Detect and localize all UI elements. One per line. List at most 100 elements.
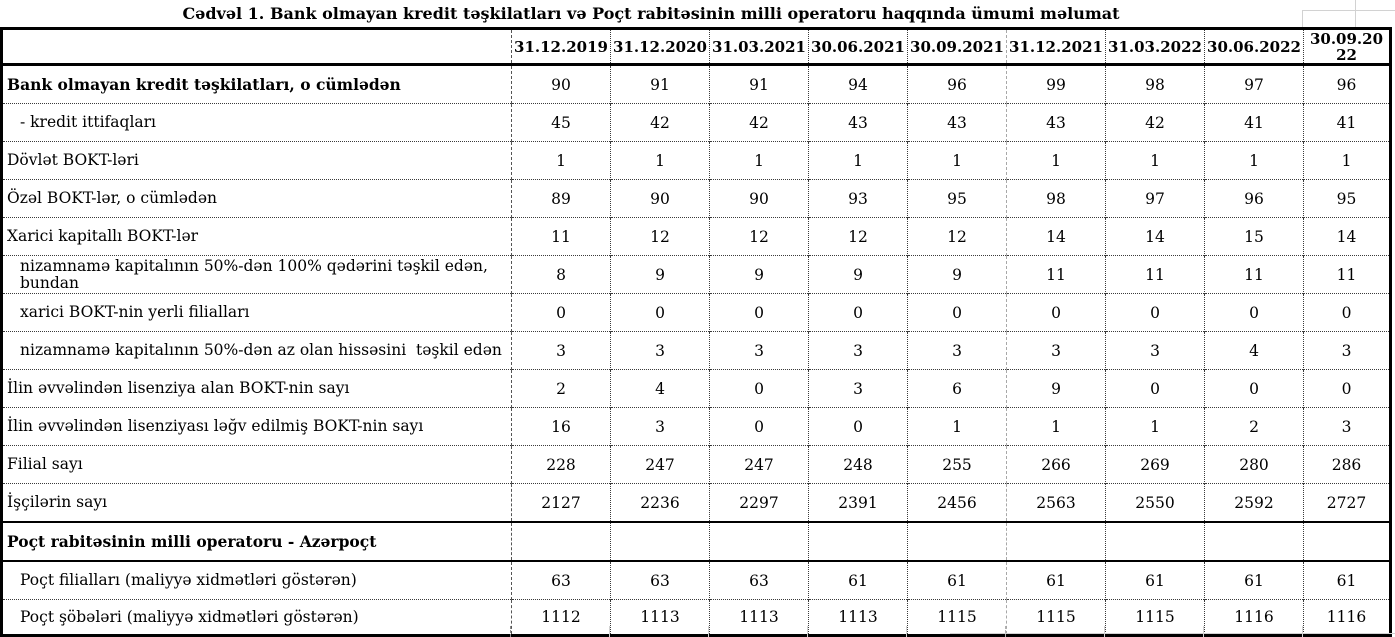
- value-cell: 41: [1303, 103, 1391, 142]
- value-cell: [1204, 521, 1304, 561]
- corner-cell: [1, 28, 512, 66]
- value-cell: 1115: [1105, 599, 1205, 636]
- value-cell: 2: [1204, 407, 1304, 446]
- value-cell: 1113: [610, 599, 710, 636]
- value-cell: 14: [1303, 217, 1391, 256]
- value-cell: 280: [1204, 445, 1304, 484]
- value-cell: 3: [1303, 331, 1391, 370]
- table-row: nizamnamə kapitalının 50%-dən 100% qədər…: [1, 255, 1391, 294]
- value-cell: 93: [808, 179, 908, 218]
- value-cell: 12: [907, 217, 1007, 256]
- row-label: Özəl BOKT-lər, o cümlədən: [1, 179, 512, 218]
- value-cell: 43: [907, 103, 1007, 142]
- column-header-2: 31.03.2021: [709, 28, 809, 66]
- value-cell: 2127: [511, 483, 611, 522]
- value-cell: 0: [1303, 369, 1391, 408]
- row-label: Poçt filialları (maliyyə xidmətləri göst…: [1, 560, 512, 600]
- value-cell: 63: [610, 560, 710, 600]
- value-cell: 1: [1006, 407, 1106, 446]
- table-row: İlin əvvəlindən lisenziya alan BOKT-nin …: [1, 369, 1391, 408]
- value-cell: 98: [1006, 179, 1106, 218]
- value-cell: 12: [808, 217, 908, 256]
- value-cell: 0: [709, 293, 809, 332]
- value-cell: [907, 521, 1007, 561]
- value-cell: 42: [709, 103, 809, 142]
- column-header-0: 31.12.2019: [511, 28, 611, 66]
- value-cell: 2391: [808, 483, 908, 522]
- value-cell: 0: [1204, 369, 1304, 408]
- table-row: Filial sayı 228 247 247 248 255 266 269 280 286: [1, 445, 1391, 484]
- value-cell: 1: [1303, 141, 1391, 180]
- value-cell: 247: [610, 445, 710, 484]
- value-cell: 99: [1006, 64, 1106, 104]
- column-header-7: 30.06.2022: [1204, 28, 1304, 66]
- value-cell: 63: [709, 560, 809, 600]
- value-cell: [1303, 521, 1391, 561]
- value-cell: 61: [1204, 560, 1304, 600]
- value-cell: 4: [610, 369, 710, 408]
- value-cell: 2297: [709, 483, 809, 522]
- value-cell: 269: [1105, 445, 1205, 484]
- gridline-top-vertical: [1355, 0, 1356, 27]
- value-cell: 1113: [808, 599, 908, 636]
- value-cell: 1115: [1006, 599, 1106, 636]
- value-cell: 2563: [1006, 483, 1106, 522]
- value-cell: 63: [511, 560, 611, 600]
- value-cell: 0: [1105, 293, 1205, 332]
- table-row: Poçt filialları (maliyyə xidmətləri göst…: [1, 560, 1391, 600]
- table-row: Poçt şöbələri (maliyyə xidmətləri göstər…: [1, 599, 1391, 636]
- table-row: xarici BOKT-nin yerli filialları 0 0 0 0 0 0 0 0…: [1, 293, 1391, 332]
- value-cell: 94: [808, 64, 908, 104]
- value-cell: 1: [907, 141, 1007, 180]
- row-label: Bank olmayan kredit təşkilatları, o cüml…: [1, 64, 512, 104]
- column-header-5: 31.12.2021: [1006, 28, 1106, 66]
- row-label: Filial sayı: [1, 445, 512, 484]
- value-cell: 14: [1006, 217, 1106, 256]
- value-cell: 2456: [907, 483, 1007, 522]
- table-row: Xarici kapitallı BOKT-lər 11 12 12 12 12 14 14 1…: [1, 217, 1391, 256]
- table-row: Dövlət BOKT-ləri 1 1 1 1 1 1 1 1 1: [1, 141, 1391, 180]
- value-cell: 11: [1303, 255, 1391, 294]
- value-cell: 1115: [907, 599, 1007, 636]
- value-cell: 14: [1105, 217, 1205, 256]
- value-cell: 61: [1006, 560, 1106, 600]
- value-cell: 1: [709, 141, 809, 180]
- value-cell: 11: [1204, 255, 1304, 294]
- value-cell: 96: [907, 64, 1007, 104]
- value-cell: 0: [709, 369, 809, 408]
- column-header-4: 30.09.2021: [907, 28, 1007, 66]
- row-label: Dövlət BOKT-ləri: [1, 141, 512, 180]
- value-cell: 96: [1303, 64, 1391, 104]
- value-cell: 43: [1006, 103, 1106, 142]
- value-cell: 2727: [1303, 483, 1391, 522]
- value-cell: 91: [709, 64, 809, 104]
- value-cell: 3: [808, 331, 908, 370]
- value-cell: 3: [1105, 331, 1205, 370]
- value-cell: 9: [808, 255, 908, 294]
- value-cell: 0: [1204, 293, 1304, 332]
- value-cell: 90: [709, 179, 809, 218]
- value-cell: 61: [1303, 560, 1391, 600]
- value-cell: 1: [511, 141, 611, 180]
- column-header-6: 31.03.2022: [1105, 28, 1205, 66]
- value-cell: 0: [808, 293, 908, 332]
- value-cell: 95: [1303, 179, 1391, 218]
- value-cell: 255: [907, 445, 1007, 484]
- value-cell: 1: [1105, 141, 1205, 180]
- value-cell: 15: [1204, 217, 1304, 256]
- row-label: nizamnamə kapitalının 50%-dən az olan hi…: [1, 331, 512, 370]
- value-cell: 45: [511, 103, 611, 142]
- value-cell: 43: [808, 103, 908, 142]
- value-cell: 16: [511, 407, 611, 446]
- value-cell: 4: [1204, 331, 1304, 370]
- value-cell: 0: [610, 293, 710, 332]
- value-cell: 3: [1006, 331, 1106, 370]
- row-label: İşçilərin sayı: [1, 483, 512, 522]
- gridline-top-vertical-2: [1302, 10, 1303, 27]
- gridline-top-horizontal: [1302, 10, 1395, 11]
- value-cell: 1: [610, 141, 710, 180]
- value-cell: 2236: [610, 483, 710, 522]
- value-cell: 3: [808, 369, 908, 408]
- value-cell: 1: [1105, 407, 1205, 446]
